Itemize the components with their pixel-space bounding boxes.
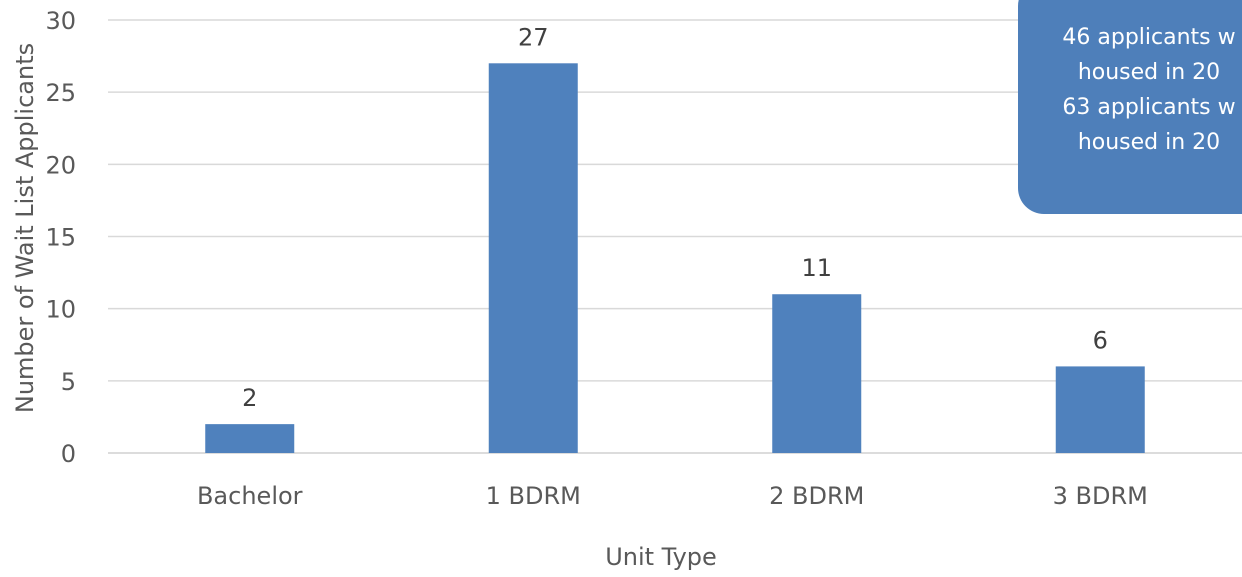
x-tick-label: 2 BDRM	[769, 482, 864, 510]
callout-line: 46 applicants w	[1062, 25, 1236, 50]
y-tick-label: 30	[45, 7, 76, 35]
bar	[1055, 366, 1145, 453]
bar	[488, 63, 578, 454]
gridlines	[108, 19, 1242, 454]
bar	[772, 294, 862, 453]
y-tick-label: 0	[61, 440, 76, 468]
data-label: 27	[518, 23, 549, 51]
data-label: 11	[801, 254, 832, 282]
callout-line: housed in 20	[1077, 60, 1221, 85]
callout-line: housed in 20	[1077, 130, 1221, 155]
y-tick-label: 10	[45, 296, 76, 324]
y-tick-label: 25	[45, 79, 76, 107]
x-tick-label: Bachelor	[197, 482, 303, 510]
x-axis-title: Unit Type	[605, 543, 717, 571]
callout-line: 63 applicants w	[1062, 95, 1236, 120]
x-tick-label: 3 BDRM	[1053, 482, 1148, 510]
bars	[205, 63, 1145, 454]
data-labels: 2 27 11 6	[242, 23, 1108, 412]
data-label: 2	[242, 384, 257, 412]
y-tick-label: 20	[45, 151, 76, 179]
x-axis-ticks: Bachelor 1 BDRM 2 BDRM 3 BDRM	[197, 482, 1148, 510]
annotation-callout: 46 applicants w housed in 20 63 applican…	[1018, 0, 1242, 214]
y-tick-label: 5	[61, 368, 76, 396]
y-axis-title: Number of Wait List Applicants	[11, 43, 39, 413]
x-tick-label: 1 BDRM	[486, 482, 581, 510]
y-axis-ticks: 0 5 10 15 20 25 30	[45, 7, 76, 468]
data-label: 6	[1093, 326, 1108, 354]
y-tick-label: 15	[45, 224, 76, 252]
bar	[205, 424, 295, 453]
